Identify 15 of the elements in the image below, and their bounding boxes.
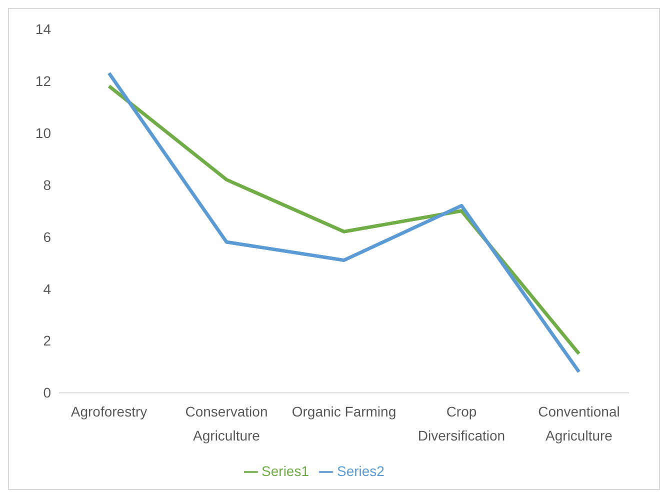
x-tick-label: Agroforestry	[70, 404, 148, 420]
x-tick-label: Conservation Agriculture	[185, 404, 268, 444]
x-tick-label: Organic Farming	[292, 404, 396, 420]
x-tick-label: Conventional Agriculture	[538, 404, 620, 444]
y-tick-label: 10	[35, 124, 52, 141]
x-tick-label: Crop Diversification	[418, 404, 506, 444]
legend-label: Series1	[262, 462, 309, 479]
y-tick-label: 14	[35, 20, 52, 37]
y-tick-label: 6	[43, 228, 52, 245]
y-tick-label: 0	[43, 384, 52, 401]
y-tick-label: 8	[43, 176, 52, 193]
y-tick-label: 2	[43, 332, 52, 349]
y-tick-label: 12	[35, 72, 52, 89]
y-tick-label: 4	[43, 280, 52, 297]
legend-label: Series2	[337, 462, 384, 479]
